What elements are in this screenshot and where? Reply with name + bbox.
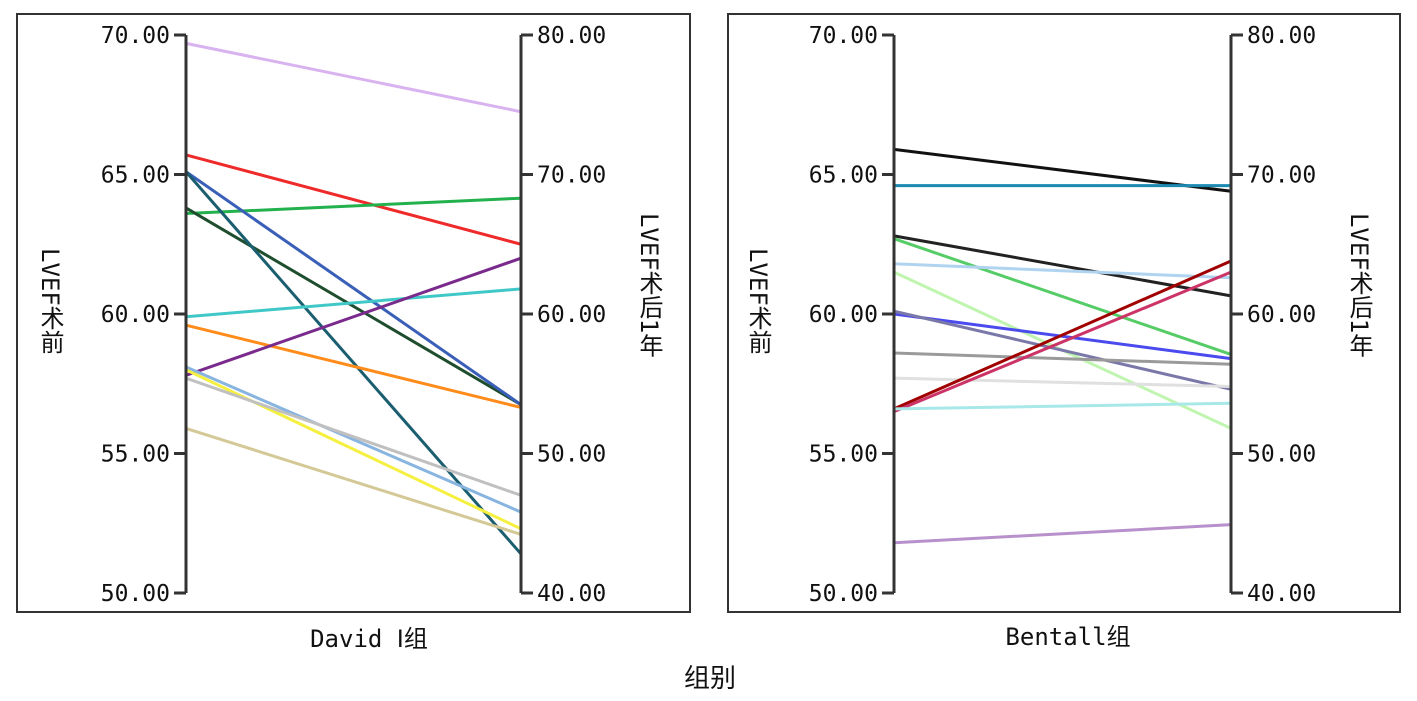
x-axis-title: 组别 — [684, 664, 736, 694]
series-line-3 — [893, 237, 1232, 356]
left-tick-label: 65.00 — [809, 163, 878, 189]
left-tick-label: 70.00 — [101, 23, 170, 49]
right-axis-title: LVEF术后1年 — [635, 213, 663, 357]
series-line-4 — [185, 170, 522, 406]
series-line-9 — [893, 376, 1232, 389]
right-tick-label: 50.00 — [1247, 442, 1316, 468]
series-line-12 — [185, 426, 522, 536]
left-tick-label: 65.00 — [101, 163, 170, 189]
left-tick-label: 55.00 — [809, 442, 878, 468]
series-line-1 — [185, 153, 522, 246]
panel-frame — [16, 13, 691, 613]
right-tick-label: 60.00 — [1247, 302, 1316, 328]
series-line-12 — [893, 401, 1232, 411]
series-line-0 — [185, 41, 522, 114]
right-tick-label: 80.00 — [537, 23, 606, 49]
right-tick-label: 50.00 — [537, 442, 606, 468]
series-line-7 — [893, 309, 1232, 391]
panel-frame — [727, 13, 1401, 613]
panel-0: 50.00 55.00 60.00 65.00 70.00 40.00 50.00 60.00… — [16, 13, 691, 653]
series-line-8 — [185, 256, 522, 377]
series-line-13 — [893, 523, 1232, 545]
series-line-10 — [893, 259, 1232, 411]
series-line-9 — [185, 365, 522, 514]
right-tick-label: 40.00 — [537, 581, 606, 607]
right-tick-label: 70.00 — [1247, 163, 1316, 189]
left-tick-label: 50.00 — [101, 581, 170, 607]
series-line-3 — [185, 206, 522, 406]
left-tick-label: 60.00 — [101, 302, 170, 328]
series-line-11 — [893, 270, 1232, 414]
left-tick-label: 55.00 — [101, 442, 170, 468]
series-line-5 — [184, 170, 523, 555]
panel-group-label: David Ⅰ组 — [310, 625, 428, 653]
series-line-11 — [185, 376, 522, 497]
panel-1: 50.00 55.00 60.00 65.00 70.00 40.00 50.00 60.00… — [727, 13, 1401, 651]
right-tick-label: 40.00 — [1247, 581, 1316, 607]
left-axis-title: LVEF术前 — [36, 248, 64, 354]
right-tick-label: 80.00 — [1247, 23, 1316, 49]
series-line-6 — [185, 287, 522, 319]
right-axis-title: LVEF术后1年 — [1345, 213, 1373, 357]
series-line-8 — [893, 351, 1232, 366]
panel-group-label: Bentall组 — [1005, 623, 1130, 651]
left-tick-label: 50.00 — [809, 581, 878, 607]
left-tick-label: 70.00 — [809, 23, 878, 49]
series-line-7 — [185, 323, 522, 409]
right-tick-label: 60.00 — [537, 302, 606, 328]
left-tick-label: 60.00 — [809, 302, 878, 328]
right-tick-label: 70.00 — [537, 163, 606, 189]
left-axis-title: LVEF术前 — [744, 248, 772, 354]
series-line-4 — [893, 262, 1232, 280]
